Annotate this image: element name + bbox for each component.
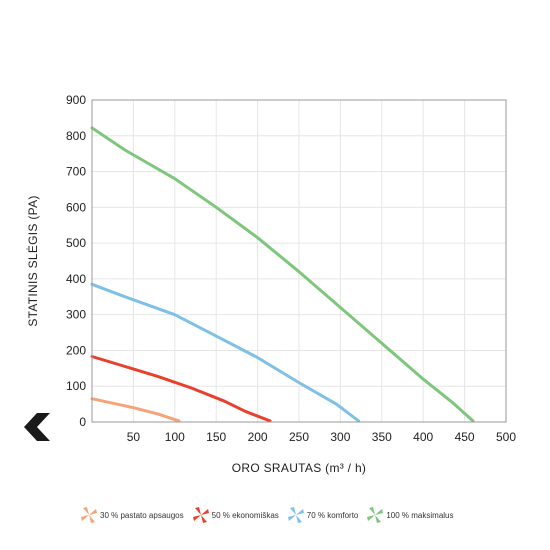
- y-tick-label: 500: [66, 236, 86, 250]
- x-tick-label: 450: [455, 430, 475, 444]
- fan-icon: [81, 507, 97, 523]
- series-line: [90, 126, 475, 423]
- x-tick-label: 400: [413, 430, 433, 444]
- chevron-left-icon[interactable]: [24, 413, 50, 441]
- x-tick-label: 300: [330, 430, 350, 444]
- fan-icon: [287, 507, 304, 523]
- legend-label: 100 % maksimalus: [386, 510, 454, 520]
- legend-item: 30 % pastato apsaugos: [80, 506, 184, 524]
- x-axis-title: ORO SRAUTAS (m³ / h): [232, 461, 366, 475]
- fan-icon: [367, 507, 384, 523]
- series-line: [90, 355, 272, 423]
- fan-icon: [192, 507, 209, 523]
- legend-item: 70 % komforto: [287, 506, 359, 524]
- series-line: [90, 397, 181, 423]
- y-tick-label: 600: [66, 200, 86, 214]
- legend-label: 70 % komforto: [306, 510, 359, 520]
- x-tick-label: 150: [206, 430, 226, 444]
- x-tick-label: 200: [248, 430, 268, 444]
- series-layer: [90, 126, 475, 423]
- y-tick-label: 100: [66, 379, 86, 393]
- legend-item: 50 % ekonomiškas: [192, 506, 279, 524]
- y-tick-label: 400: [66, 272, 86, 286]
- plot-border: [91, 99, 507, 423]
- x-tick-label: 50: [127, 430, 141, 444]
- y-tick-label: 800: [66, 129, 86, 143]
- y-tick-labels: 0 100 200 300 400 500 600 700 800 900: [66, 93, 86, 429]
- legend-label: 30 % pastato apsaugos: [100, 510, 184, 520]
- y-tick-label: 0: [79, 415, 86, 429]
- series-line: [90, 282, 361, 423]
- y-tick-label: 300: [66, 308, 86, 322]
- x-tick-label: 250: [289, 430, 309, 444]
- x-tick-label: 500: [496, 430, 516, 444]
- x-tick-label: 100: [165, 430, 185, 444]
- legend: 30 % pastato apsaugos 50 % ekonomiškas 70 …: [80, 505, 456, 525]
- y-tick-label: 700: [66, 165, 86, 179]
- x-tick-label: 350: [372, 430, 392, 444]
- legend-item: 100 % maksimalus: [366, 506, 454, 524]
- x-tick-labels: 50 100 150 200 250 300 350 400 450 500: [127, 430, 517, 444]
- legend-label: 50 % ekonomiškas: [211, 510, 279, 520]
- y-axis-title: STATINIS SLĖGIS (PA): [26, 195, 40, 326]
- grid: [92, 100, 506, 422]
- y-tick-label: 200: [66, 343, 86, 357]
- y-tick-label: 900: [66, 93, 86, 107]
